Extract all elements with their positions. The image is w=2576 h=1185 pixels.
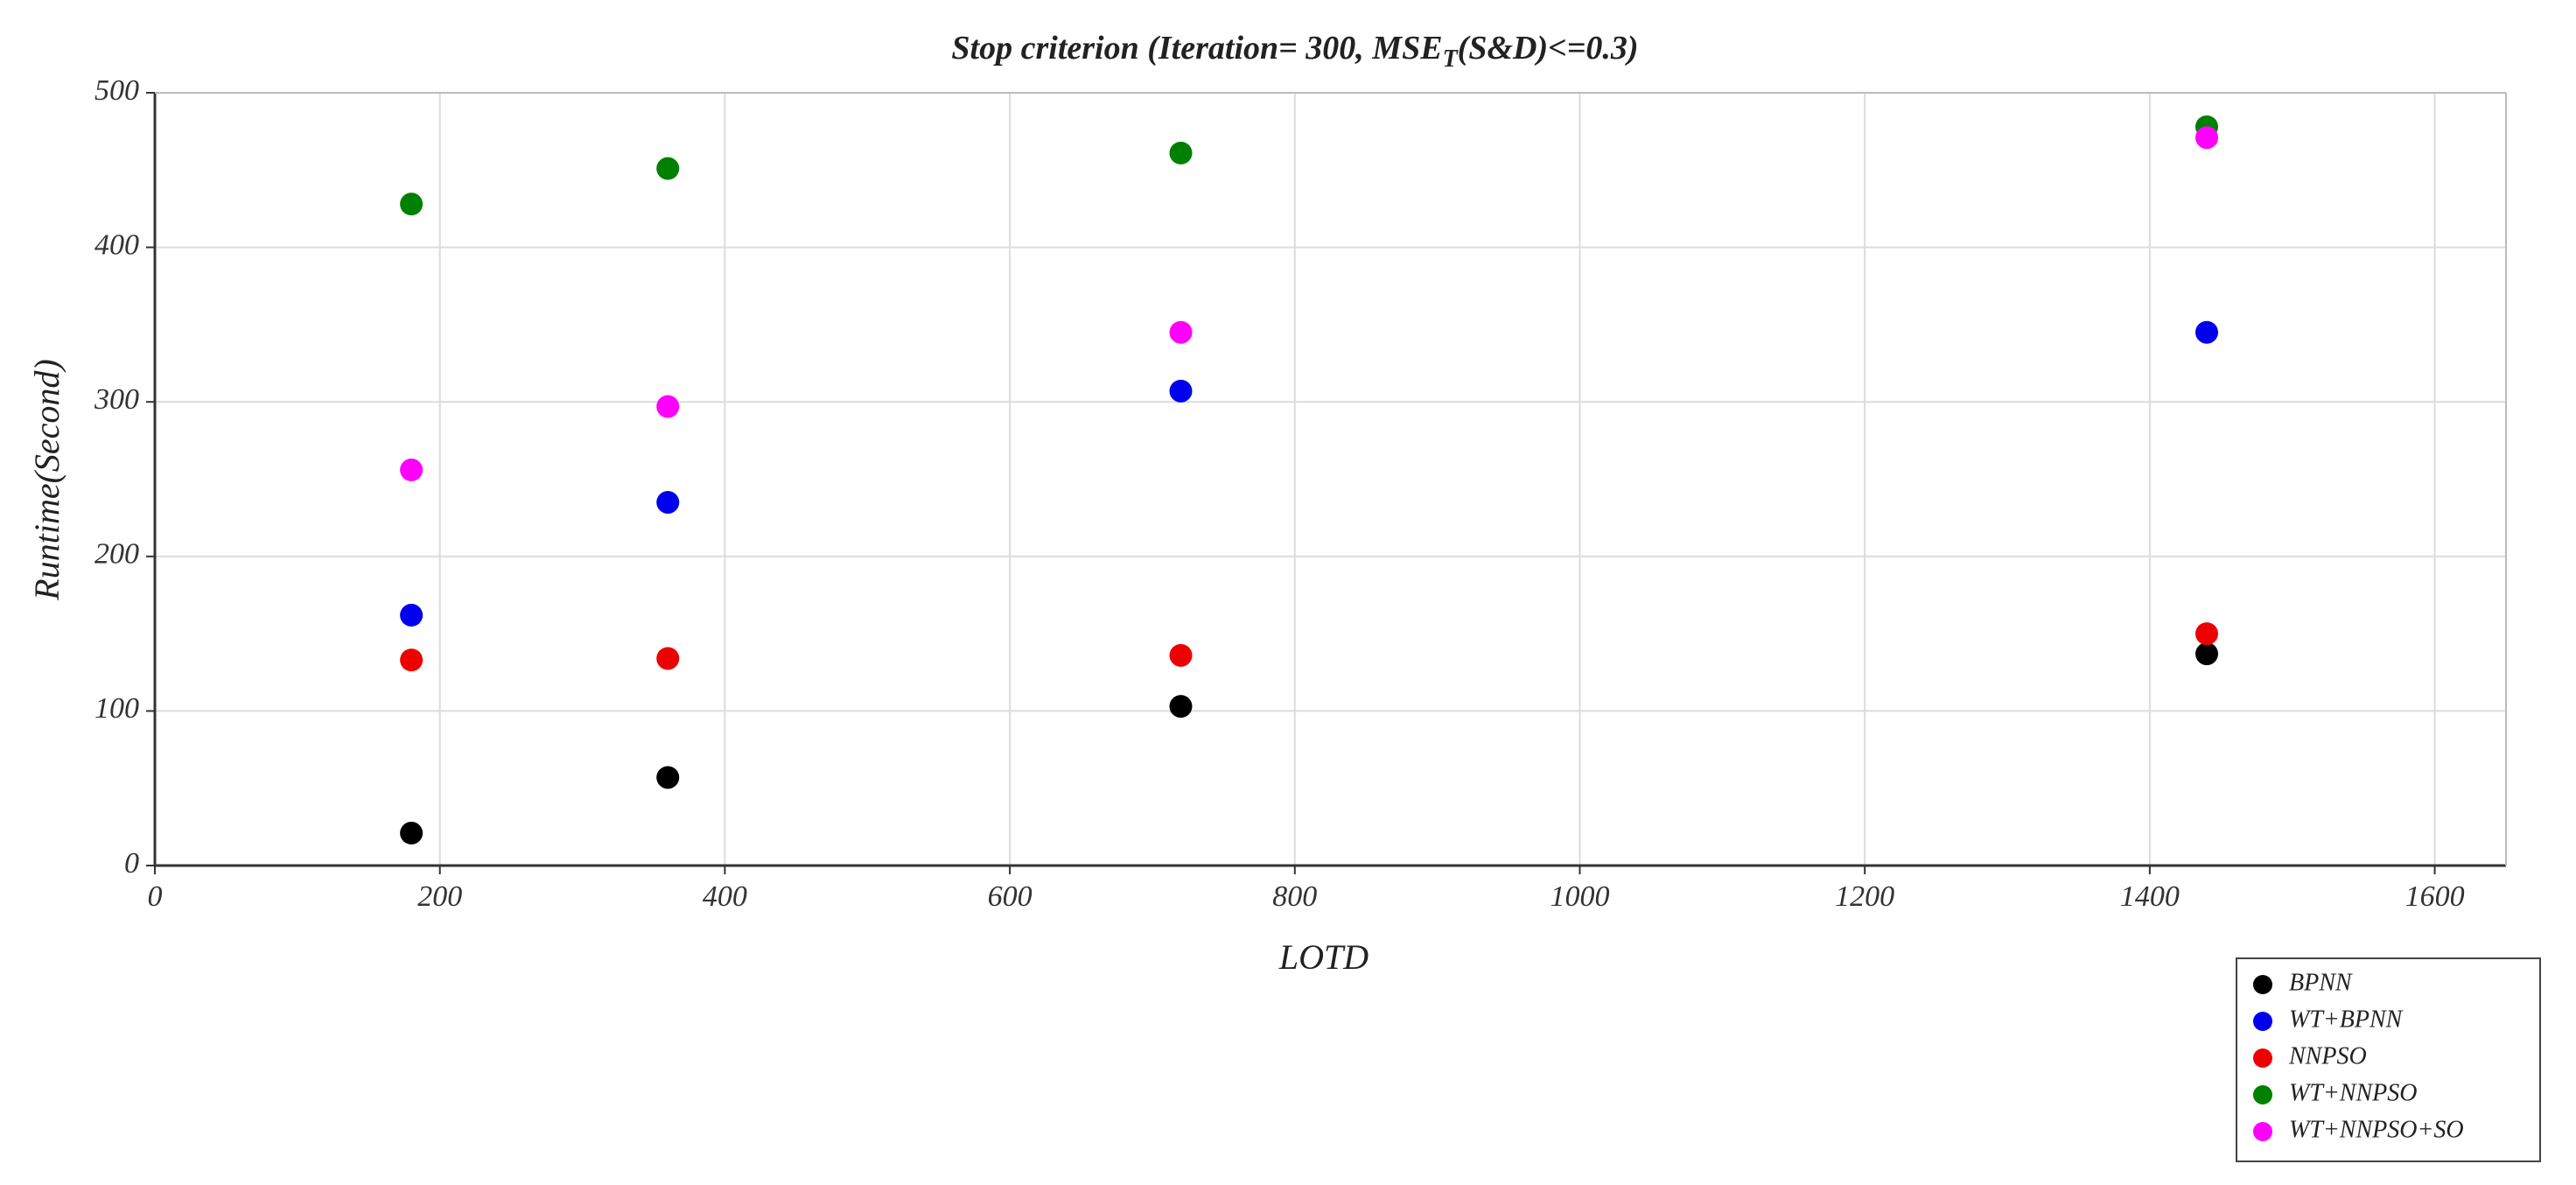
point — [656, 395, 680, 418]
x-tick-label: 0 — [148, 880, 163, 913]
y-tick-label: 100 — [94, 692, 139, 725]
legend-marker — [2253, 1012, 2272, 1031]
point — [2195, 622, 2219, 646]
chart-title: Stop criterion (Iteration= 300, MSET(S&D… — [951, 30, 1638, 74]
point — [656, 647, 680, 670]
point — [1169, 320, 1193, 344]
legend-marker — [2253, 975, 2272, 994]
legend-box — [2236, 957, 2541, 1162]
point — [2195, 320, 2219, 344]
point — [1169, 379, 1193, 403]
point — [1169, 695, 1193, 719]
x-axis-label: LOTD — [1278, 937, 1368, 977]
y-tick-label: 0 — [124, 847, 139, 880]
y-tick-label: 300 — [94, 383, 139, 416]
point — [2195, 642, 2219, 666]
point — [656, 157, 680, 180]
plot-area — [155, 93, 2506, 866]
y-axis-label: Runtime(Second) — [27, 359, 66, 600]
legend-label: NNPSO — [2288, 1042, 2367, 1069]
title-part: Stop criterion (Iteration= 300, MSE — [951, 30, 1442, 67]
point — [400, 603, 424, 627]
point — [400, 649, 424, 672]
legend-marker — [2253, 1085, 2272, 1104]
title-part: (S&D)<=0.3) — [1458, 30, 1639, 67]
x-tick-label: 1400 — [2120, 880, 2180, 913]
legend-marker — [2253, 1122, 2272, 1141]
legend-label: WT+NNPSO+SO — [2289, 1116, 2464, 1143]
legend-label: BPNN — [2289, 969, 2353, 996]
y-tick-label: 500 — [94, 74, 139, 107]
x-tick-label: 1200 — [1835, 880, 1894, 913]
y-tick-label: 200 — [94, 538, 139, 571]
x-tick-label: 1600 — [2405, 880, 2465, 913]
point — [400, 193, 424, 216]
point — [656, 766, 680, 789]
title-subscript: T — [1443, 46, 1460, 73]
legend-label: WT+BPNN — [2289, 1006, 2404, 1033]
point — [2195, 126, 2219, 150]
x-tick-label: 200 — [417, 880, 462, 913]
x-tick-label: 600 — [988, 880, 1032, 913]
point — [1169, 141, 1193, 165]
point — [400, 821, 424, 845]
point — [1169, 643, 1193, 667]
x-tick-label: 800 — [1272, 880, 1317, 913]
point — [400, 458, 424, 481]
x-tick-label: 400 — [703, 880, 747, 913]
legend-marker — [2253, 1048, 2272, 1068]
legend-label: WT+NNPSO — [2289, 1079, 2417, 1106]
y-tick-label: 400 — [94, 228, 139, 261]
x-tick-label: 1000 — [1550, 880, 1609, 913]
point — [656, 490, 680, 514]
